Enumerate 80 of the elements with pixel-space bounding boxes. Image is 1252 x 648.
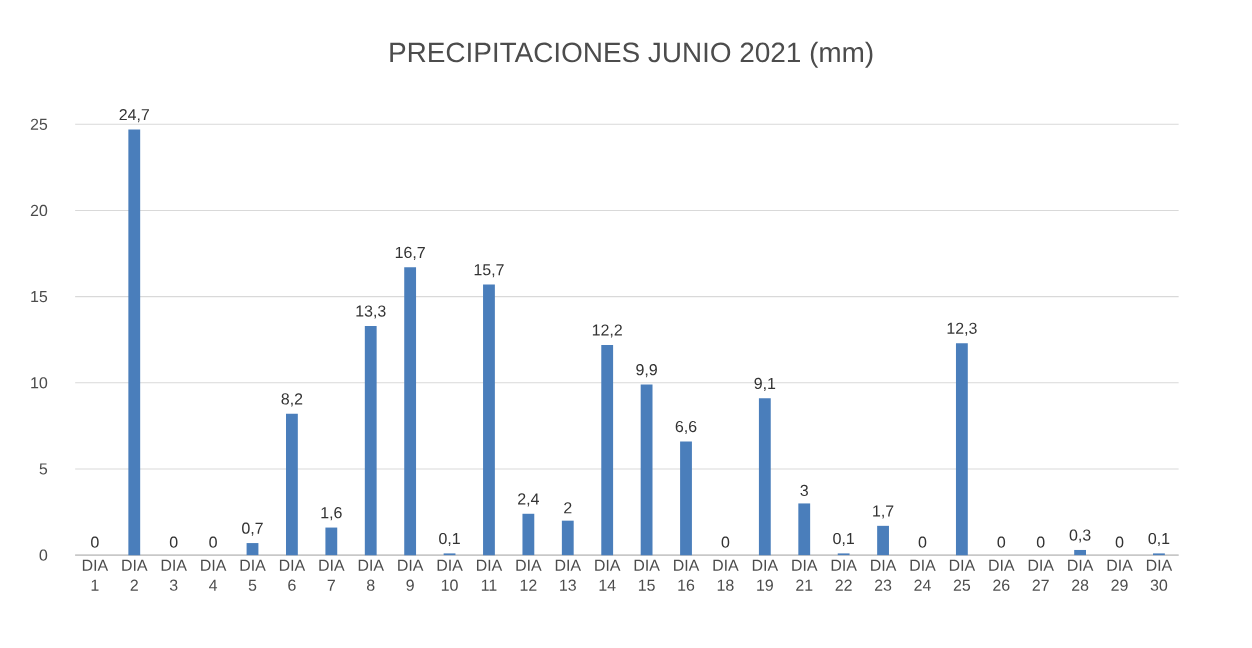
x-tick-label: DIA 15 <box>634 559 660 591</box>
x-tick-label: DIA 16 <box>674 559 700 591</box>
data-label: 0 <box>91 536 99 548</box>
y-tick-label: 25 <box>30 118 48 130</box>
bar <box>1074 549 1087 556</box>
x-tick-label: DIA 6 <box>279 559 306 591</box>
x-tick-label: DIA 2 <box>122 559 148 591</box>
data-label: 0,1 <box>1148 532 1170 547</box>
chart-title: PRECIPITACIONES JUNIO 2021 (mm) <box>390 41 873 68</box>
bar <box>680 441 692 556</box>
x-tick-label: DIA 1 <box>82 559 109 591</box>
data-label: 9,1 <box>754 377 776 391</box>
data-label: 1,7 <box>873 505 894 519</box>
data-label: 1,6 <box>321 507 342 521</box>
x-tick-label: DIA 18 <box>713 559 739 591</box>
x-tick-label: DIA 27 <box>1028 559 1054 591</box>
bar <box>798 503 811 556</box>
y-tick-label: 0 <box>39 549 48 561</box>
y-tick-label: 10 <box>31 377 48 389</box>
bar <box>601 344 614 556</box>
x-tick-label: DIA 11 <box>476 559 503 591</box>
bar <box>640 384 653 556</box>
data-label: 0 <box>1115 536 1124 548</box>
y-tick-label: 15 <box>31 291 48 303</box>
data-label: 0 <box>1036 536 1045 548</box>
y-tick-label: 20 <box>30 204 48 217</box>
data-label: 0 <box>209 536 217 548</box>
data-label: 2 <box>564 502 572 514</box>
bar <box>955 343 968 556</box>
x-tick-label: DIA 3 <box>161 559 187 591</box>
data-label: 0 <box>997 536 1006 548</box>
data-label: 0 <box>918 536 927 548</box>
x-tick-label: DIA 4 <box>201 559 227 591</box>
bar <box>325 527 338 556</box>
bar <box>364 325 377 556</box>
bar <box>758 398 771 556</box>
data-label: 0,1 <box>439 532 460 547</box>
x-tick-label: DIA 23 <box>871 559 897 591</box>
bar <box>877 525 889 556</box>
bar <box>246 543 259 556</box>
data-label: 16,7 <box>395 246 425 260</box>
x-tick-label: DIA 7 <box>319 559 345 591</box>
y-tick-label: 5 <box>39 463 48 475</box>
data-label: 0,1 <box>833 532 854 547</box>
bar <box>561 520 574 556</box>
x-tick-label: DIA 24 <box>910 559 936 591</box>
x-tick-label: DIA 25 <box>949 559 976 591</box>
bar <box>404 267 417 556</box>
data-label: 2,4 <box>518 493 539 507</box>
x-tick-label: DIA 28 <box>1068 559 1094 591</box>
x-tick-label: DIA 12 <box>516 559 542 591</box>
data-label: 0 <box>169 536 178 548</box>
x-tick-label: DIA 30 <box>1146 559 1173 591</box>
x-tick-label: DIA 21 <box>792 559 818 591</box>
data-label: 12,2 <box>592 324 622 338</box>
bar <box>483 284 495 556</box>
data-label: 0,7 <box>242 522 263 536</box>
data-label: 8,2 <box>281 393 303 407</box>
x-tick-label: DIA 19 <box>752 559 779 591</box>
x-tick-label: DIA 14 <box>595 559 621 591</box>
bar <box>128 129 141 556</box>
data-label: 13,3 <box>356 305 386 319</box>
data-label: 3 <box>800 484 808 497</box>
x-tick-label: DIA 5 <box>240 559 266 591</box>
data-label: 12,3 <box>947 322 977 336</box>
data-label: 9,9 <box>636 363 657 378</box>
x-tick-label: DIA 10 <box>437 559 463 591</box>
x-tick-label: DIA 29 <box>1107 559 1133 591</box>
data-label: 6,6 <box>675 420 697 434</box>
bar <box>522 513 535 556</box>
data-label: 0 <box>721 536 730 548</box>
x-tick-label: DIA 9 <box>398 559 424 591</box>
bar <box>286 413 298 556</box>
data-label: 24,7 <box>119 108 149 123</box>
data-label: 15,7 <box>474 264 504 278</box>
x-tick-label: DIA 13 <box>555 559 582 591</box>
data-label: 0,3 <box>1069 529 1091 543</box>
x-tick-label: DIA 8 <box>358 559 384 591</box>
x-tick-label: DIA 22 <box>831 559 857 591</box>
x-tick-label: DIA 26 <box>989 559 1015 591</box>
